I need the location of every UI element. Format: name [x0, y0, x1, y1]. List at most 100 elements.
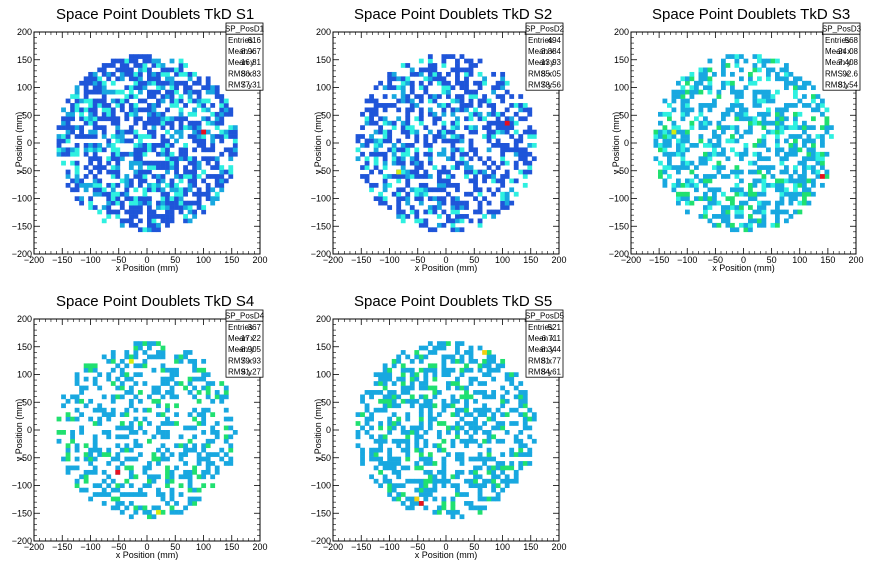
- heatmap-cell: [409, 103, 415, 108]
- heatmap-cell: [495, 187, 501, 193]
- heatmap-cell: [137, 107, 143, 113]
- heatmap-cell: [766, 182, 771, 188]
- heatmap-cell: [427, 129, 433, 135]
- heatmap-cell: [761, 214, 767, 219]
- heatmap-cell: [459, 438, 465, 444]
- heatmap-cell: [427, 111, 433, 117]
- heatmap-cell: [802, 178, 807, 184]
- heatmap-cell: [409, 169, 415, 175]
- heatmap-cell: [698, 156, 704, 162]
- heatmap-cell: [165, 367, 170, 373]
- heatmap-cell: [378, 196, 384, 202]
- heatmap-cell: [79, 474, 85, 480]
- heatmap-cell: [815, 107, 821, 113]
- heatmap-cell: [369, 434, 374, 440]
- heatmap-cell: [378, 425, 384, 431]
- heatmap-cell: [83, 89, 89, 95]
- stats-key: Entries: [528, 323, 553, 332]
- heatmap-cell: [382, 174, 388, 179]
- heatmap-cell: [500, 398, 506, 404]
- stats-key: RMS y: [228, 368, 252, 377]
- heatmap-cell: [775, 143, 780, 148]
- heatmap-cell: [110, 147, 116, 153]
- heatmap-cell: [387, 403, 393, 409]
- heatmap-cell: [101, 478, 107, 484]
- heatmap-cell: [174, 465, 179, 471]
- heatmap-cell: [214, 196, 220, 202]
- heatmap-cell: [482, 412, 487, 417]
- heatmap-cell: [165, 120, 170, 126]
- heatmap-cell: [707, 89, 713, 95]
- heatmap-cell: [418, 412, 424, 417]
- heatmap-cell: [232, 430, 238, 435]
- heatmap-cell: [119, 191, 125, 197]
- y-tick-label: −100: [311, 481, 331, 491]
- heatmap-cell: [450, 474, 456, 480]
- heatmap-cell: [156, 227, 161, 233]
- heatmap-cell: [491, 416, 497, 422]
- heatmap-cell: [698, 178, 704, 184]
- heatmap-cell: [500, 129, 506, 135]
- heatmap-cell: [369, 416, 374, 422]
- heatmap-cell: [101, 111, 107, 117]
- heatmap-cell: [441, 138, 447, 144]
- heatmap-cell: [441, 456, 447, 462]
- heatmap-cell: [223, 425, 229, 431]
- heatmap-cell: [477, 111, 483, 117]
- heatmap-cell: [387, 390, 393, 395]
- heatmap-cell: [382, 465, 388, 471]
- heatmap-cell: [432, 138, 438, 144]
- heatmap-cell: [223, 407, 229, 413]
- heatmap-cell: [178, 116, 184, 122]
- heatmap-cell: [169, 218, 175, 224]
- heatmap-cell: [396, 394, 402, 400]
- heatmap-cell: [450, 147, 456, 153]
- heatmap-cell: [477, 169, 483, 175]
- heatmap-cell: [196, 120, 202, 126]
- heatmap-cell: [464, 165, 469, 170]
- heatmap-cell: [219, 165, 225, 170]
- heatmap-cell: [459, 452, 465, 457]
- heatmap-cell: [486, 372, 492, 378]
- heatmap-cell: [382, 403, 388, 409]
- heatmap-cell: [128, 218, 134, 224]
- heatmap-cell: [396, 209, 402, 215]
- stats-value: -8.905: [238, 345, 261, 354]
- heatmap-cell: [504, 89, 510, 95]
- heatmap-cell: [115, 98, 121, 104]
- heatmap-cell: [495, 94, 501, 99]
- heatmap-cell: [147, 461, 152, 466]
- heatmap-cell: [446, 80, 451, 86]
- heatmap-cell: [382, 478, 388, 484]
- heatmap-cell: [205, 456, 211, 462]
- heatmap-cell: [61, 125, 66, 130]
- heatmap-cell: [178, 71, 184, 77]
- heatmap-cell-hot: [820, 174, 825, 179]
- heatmap-cell: [223, 134, 229, 139]
- heatmap-cell: [65, 456, 71, 462]
- heatmap-cell: [387, 487, 393, 493]
- heatmap-cell: [455, 452, 460, 457]
- heatmap-cell: [174, 354, 179, 360]
- heatmap-cell: [160, 214, 166, 219]
- heatmap-cell: [495, 492, 501, 497]
- heatmap-cell: [473, 421, 478, 426]
- heatmap-cell: [423, 187, 429, 193]
- heatmap-cell: [178, 147, 184, 153]
- heatmap-cell: [192, 385, 198, 391]
- heatmap-cell: [110, 407, 116, 413]
- heatmap-cell: [74, 407, 80, 413]
- heatmap-cell: [364, 156, 370, 162]
- heatmap-cell: [391, 103, 397, 108]
- heatmap-cell: [192, 376, 198, 382]
- heatmap-cell: [459, 160, 465, 166]
- heatmap-cell: [147, 107, 152, 113]
- heatmap-cell: [671, 165, 677, 170]
- heatmap-cell: [427, 143, 433, 148]
- heatmap-cell: [779, 169, 785, 175]
- heatmap-cell: [178, 80, 184, 86]
- heatmap-cell: [427, 412, 433, 417]
- heatmap-cell: [373, 151, 379, 157]
- heatmap-cell: [147, 394, 152, 400]
- heatmap-cell: [405, 134, 411, 139]
